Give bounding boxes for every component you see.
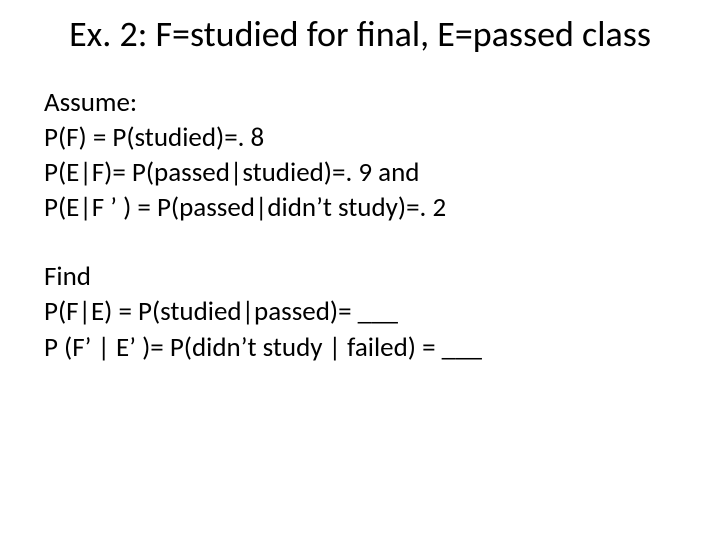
- find-line-1: P(F|E) = P(studied|passed)= ___: [44, 294, 680, 329]
- assume-heading: Assume:: [44, 85, 680, 120]
- find-line-2: P (F’ | E’ )= P(didn’t study | failed) =…: [44, 330, 680, 365]
- find-block: Find P(F|E) = P(studied|passed)= ___ P (…: [44, 259, 680, 364]
- assume-line-3: P(E|F ’ ) = P(passed|didn’t study)=. 2: [44, 190, 680, 225]
- find-heading: Find: [44, 259, 680, 294]
- assume-line-2: P(E|F)= P(passed|studied)=. 9 and: [44, 155, 680, 190]
- assume-block: Assume: P(F) = P(studied)=. 8 P(E|F)= P(…: [44, 85, 680, 225]
- assume-line-1: P(F) = P(studied)=. 8: [44, 120, 680, 155]
- slide-title: Ex. 2: F=studied for final, E=passed cla…: [40, 12, 680, 57]
- slide-content: Assume: P(F) = P(studied)=. 8 P(E|F)= P(…: [40, 85, 680, 365]
